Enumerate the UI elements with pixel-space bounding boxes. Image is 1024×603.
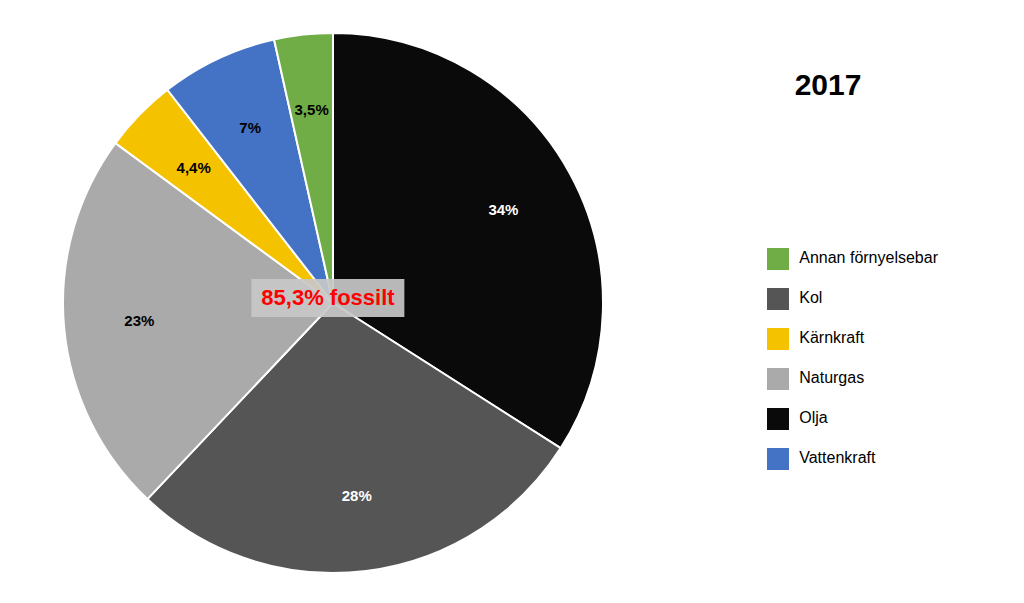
html-text:Naturgas: Naturgas [799,369,865,386]
svg-text:4,4%: 4,4% [177,159,211,176]
svg-text:34%: 34% [488,201,518,218]
html-text:2017: 2017 [794,68,862,101]
html-text:Kol: Kol [799,289,823,306]
svg-text:28%: 28% [342,487,372,504]
html-text:Vattenkraft: Vattenkraft [799,449,876,466]
html-text:Olja: Olja [799,409,828,426]
html-text:Annan förnyelsebar: Annan förnyelsebar [799,249,938,266]
html-text:85,3% fossilt: 85,3% fossilt [261,285,395,310]
svg-text:7%: 7% [239,119,261,136]
html-text:Kärnkraft: Kärnkraft [799,329,865,346]
svg-text:3,5%: 3,5% [295,101,329,118]
svg-text:23%: 23% [124,312,154,329]
